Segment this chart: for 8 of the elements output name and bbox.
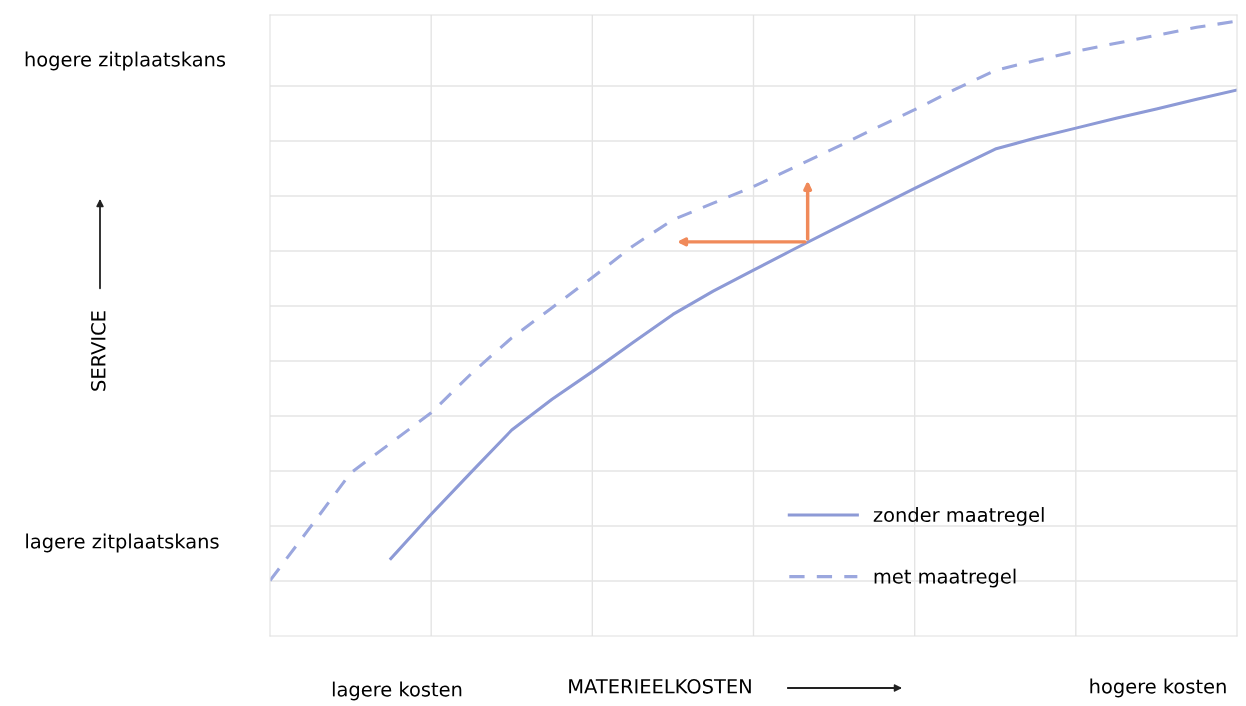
legend-label: met maatregel [874, 568, 1016, 588]
text: lagere kosten [332, 681, 462, 701]
x-axis-title: MATERIEELKOSTEN [569, 678, 751, 694]
text: lagere zitplaatskans [26, 533, 219, 553]
legend-label: zonder maatregel [873, 507, 1044, 526]
text: hogere kosten [1090, 678, 1226, 698]
text: SERVICE [90, 311, 106, 391]
text: hogere zitplaatskans [25, 51, 226, 71]
